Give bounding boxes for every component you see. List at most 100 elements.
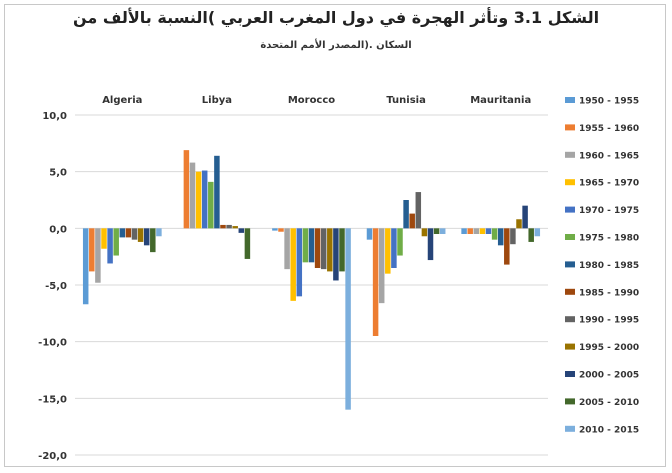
category-label: Tunisia — [386, 95, 426, 106]
bar — [232, 226, 238, 229]
bar — [137, 228, 144, 242]
bar — [244, 228, 251, 259]
legend-swatch — [565, 343, 575, 350]
legend-label: 2010 - 2015 — [579, 425, 639, 435]
bar — [302, 228, 309, 263]
bar — [226, 224, 232, 229]
bar — [409, 213, 415, 229]
bar — [89, 228, 95, 272]
legend-swatch — [565, 97, 575, 103]
bar — [366, 228, 373, 240]
category-label: Libya — [202, 95, 232, 106]
bar — [433, 228, 440, 234]
bar — [397, 228, 403, 256]
bar — [427, 228, 434, 261]
bar — [522, 205, 528, 229]
legend-swatch — [565, 234, 575, 240]
bar — [290, 228, 296, 301]
y-tick-label: 10,0 — [42, 111, 67, 122]
bar — [473, 228, 480, 234]
bar — [95, 228, 101, 283]
bar — [314, 228, 321, 268]
bar — [320, 228, 327, 270]
legend-label: 1975 - 1980 — [579, 234, 639, 244]
bar — [534, 228, 541, 237]
bar — [516, 219, 522, 229]
legend-swatch — [565, 124, 575, 131]
bar — [461, 228, 467, 234]
bar — [296, 228, 303, 297]
category-label: Algeria — [102, 95, 142, 106]
legend-swatch — [565, 371, 575, 377]
bar — [333, 228, 339, 281]
bar — [101, 228, 107, 249]
legend-label: 1980 - 1985 — [579, 261, 639, 271]
bar — [378, 228, 385, 304]
bar — [497, 228, 504, 246]
bar — [189, 162, 196, 229]
bar — [327, 228, 333, 272]
legend-label: 1965 - 1970 — [579, 179, 639, 189]
y-tick-label: -15,0 — [38, 394, 67, 405]
legend-swatch — [565, 316, 575, 323]
bar — [113, 228, 119, 256]
legend-label: 1995 - 2000 — [579, 343, 639, 353]
bar — [272, 228, 278, 231]
bar — [107, 228, 113, 264]
legend-swatch — [565, 288, 575, 295]
y-tick-label: 5,0 — [49, 168, 67, 179]
bar — [238, 228, 245, 233]
chart-title: الشكل 3.1 وتأثر الهجرة في دول المغرب الع… — [72, 8, 600, 27]
legend-swatch — [565, 151, 575, 158]
legend-swatch — [565, 398, 575, 405]
bar — [385, 228, 391, 274]
bar — [415, 192, 422, 229]
legend-label: 1955 - 1960 — [579, 124, 639, 134]
legend-swatch — [565, 179, 575, 186]
bar — [439, 228, 446, 234]
legend-label: 1950 - 1955 — [579, 97, 639, 107]
bar — [308, 228, 315, 263]
bar — [278, 228, 284, 232]
bar — [82, 228, 89, 305]
bar — [119, 228, 126, 238]
bar — [201, 170, 208, 229]
bar — [143, 228, 150, 246]
legend-swatch — [565, 206, 575, 213]
y-tick-label: 0,0 — [49, 224, 67, 235]
legend-swatch — [565, 261, 575, 268]
bar — [214, 155, 220, 229]
legend-label: 2000 - 2005 — [579, 371, 639, 381]
category-label: Mauritania — [470, 95, 531, 106]
y-tick-label: -20,0 — [38, 451, 67, 462]
bar — [220, 224, 226, 229]
bar — [421, 228, 428, 237]
bar — [150, 228, 156, 253]
legend-swatch — [565, 425, 575, 432]
bar — [284, 228, 290, 270]
bar — [467, 228, 473, 234]
bar — [479, 228, 486, 234]
bar — [339, 228, 345, 272]
bar — [183, 150, 190, 229]
bar — [504, 228, 510, 265]
bar — [403, 200, 409, 229]
chart-subtitle: السكان .(المصدر الأمم المتحدة — [260, 40, 412, 51]
bar — [195, 171, 202, 229]
bar — [510, 228, 516, 245]
y-tick-label: -5,0 — [45, 281, 67, 292]
legend-label: 2005 - 2010 — [579, 398, 639, 408]
bar — [125, 228, 132, 238]
legend-label: 1985 - 1990 — [579, 288, 639, 298]
y-tick-label: -10,0 — [38, 338, 67, 349]
bar — [131, 228, 138, 240]
legend-label: 1990 - 1995 — [579, 316, 639, 326]
bar — [491, 228, 498, 240]
bar — [156, 228, 162, 237]
bar — [345, 228, 351, 410]
bar — [528, 228, 534, 242]
bar — [208, 181, 214, 229]
bar — [372, 228, 379, 336]
bar — [391, 228, 397, 268]
